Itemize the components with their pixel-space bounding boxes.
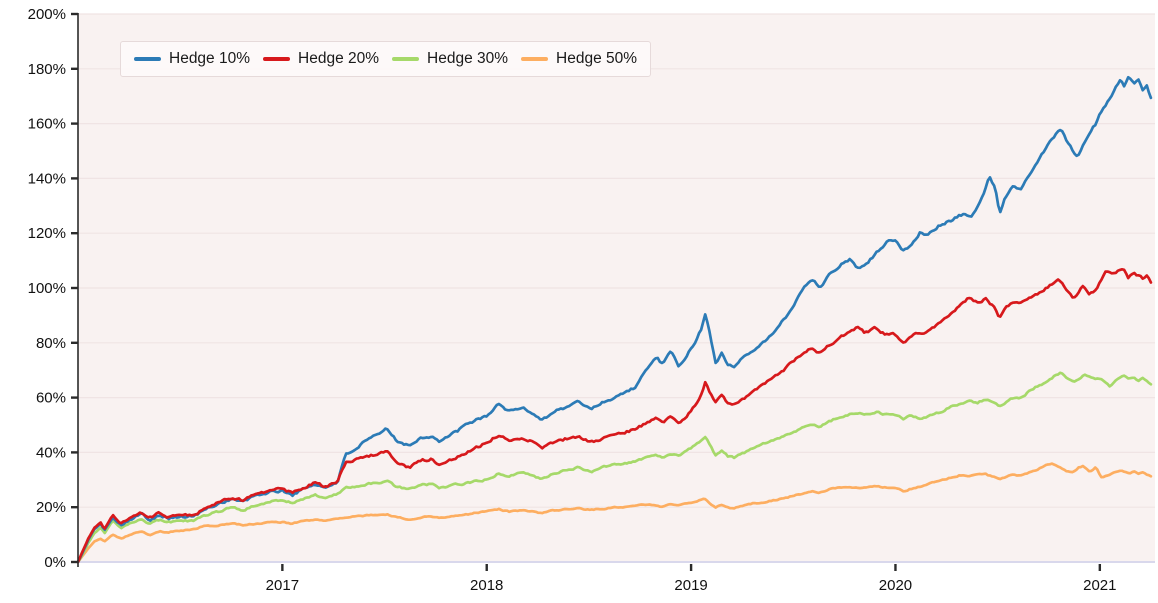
legend-swatch-hedge-50-	[521, 57, 549, 61]
y-axis-tick-label: 140%	[28, 170, 66, 187]
legend-item: Hedge 10%	[134, 51, 250, 67]
x-axis-tick-label: 2020	[879, 577, 912, 594]
legend-label: Hedge 30%	[427, 50, 509, 68]
x-axis-tick-label: 2017	[266, 577, 299, 594]
y-axis-tick-label: 180%	[28, 61, 66, 78]
legend-item: Hedge 30%	[392, 51, 508, 67]
legend-item: Hedge 50%	[521, 51, 637, 67]
x-axis-tick-label: 2019	[674, 577, 707, 594]
legend-swatch-hedge-30-	[392, 57, 420, 61]
series-line-hedge-50-	[76, 462, 1153, 564]
legend-item: Hedge 20%	[263, 51, 379, 67]
y-axis-tick-label: 0%	[44, 554, 66, 571]
series-line-hedge-30-	[76, 371, 1153, 564]
x-axis-tick-label: 2021	[1083, 577, 1116, 594]
y-axis-tick-label: 40%	[36, 444, 66, 461]
y-axis-tick-label: 160%	[28, 116, 66, 133]
legend-label: Hedge 20%	[298, 50, 380, 68]
legend-swatch-hedge-10-	[134, 57, 161, 61]
y-axis-tick-label: 100%	[28, 280, 66, 297]
legend-label: Hedge 50%	[556, 50, 638, 68]
x-axis-tick-label: 2018	[470, 577, 503, 594]
legend-label: Hedge 10%	[169, 50, 251, 68]
y-axis-tick-label: 60%	[36, 390, 66, 407]
y-axis-tick-label: 200%	[28, 6, 66, 23]
series-line-hedge-20-	[76, 267, 1153, 564]
y-axis-tick-label: 120%	[28, 225, 66, 242]
y-axis-tick-label: 20%	[36, 499, 66, 516]
legend: Hedge 10% Hedge 20% Hedge 30% Hedge 50%	[120, 41, 652, 77]
y-axis-tick-label: 80%	[36, 335, 66, 352]
legend-swatch-hedge-20-	[263, 57, 291, 61]
series-group	[76, 75, 1153, 564]
